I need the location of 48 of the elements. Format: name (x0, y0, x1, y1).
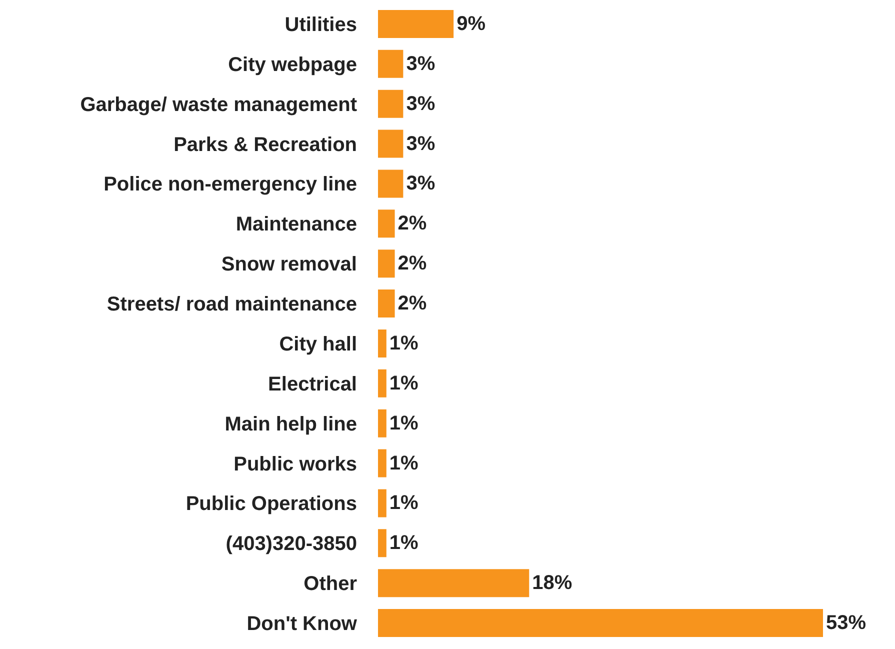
y-tick-label: City webpage (228, 54, 357, 76)
y-tick-label: Utilities (284, 14, 357, 36)
y-tick-label: Snow removal (221, 254, 357, 276)
data-label: 1% (389, 332, 419, 354)
bar (378, 170, 404, 198)
data-label: 1% (389, 532, 419, 554)
y-tick-label: (403)320-3850 (226, 533, 357, 556)
data-label: 1% (389, 492, 419, 514)
bar (378, 609, 823, 638)
data-label: 1% (389, 372, 419, 394)
data-label: 18% (532, 572, 572, 594)
y-tick-label: Public Operations (186, 493, 357, 516)
bar (378, 290, 395, 318)
data-label: 2% (398, 292, 427, 315)
data-label: 3% (406, 172, 436, 195)
y-tick-label: Streets/ road maintenance (106, 294, 357, 316)
y-tick-label: Public works (234, 453, 357, 476)
y-tick-label: Other (304, 573, 358, 596)
data-label: 3% (406, 92, 436, 115)
bar (378, 10, 454, 38)
data-label: 1% (389, 452, 419, 474)
bar (378, 250, 395, 278)
bar (378, 529, 386, 558)
bar (378, 569, 530, 598)
y-tick-label: Don't Know (246, 613, 358, 636)
data-label: 9% (456, 12, 486, 35)
y-tick-label: Police non-emergency line (104, 174, 357, 196)
y-tick-label: Electrical (268, 373, 357, 396)
data-label: 3% (406, 52, 436, 75)
data-label: 2% (398, 252, 427, 275)
y-tick-label: Parks & Recreation (174, 134, 357, 156)
bar (378, 130, 404, 158)
data-label: 2% (398, 212, 427, 235)
data-label: 1% (389, 412, 419, 434)
bar (378, 489, 386, 518)
y-tick-label: Garbage/ waste management (80, 94, 358, 116)
bar (378, 449, 386, 478)
bar (378, 329, 386, 358)
data-label: 3% (406, 132, 436, 155)
y-tick-label: Maintenance (236, 214, 357, 236)
bar (378, 210, 395, 238)
y-tick-label: Main help line (224, 413, 357, 436)
bar (378, 369, 386, 398)
bar (378, 409, 386, 438)
bar (378, 90, 404, 118)
bar (378, 50, 404, 78)
y-tick-label: City hall (279, 333, 357, 356)
data-label: 53% (826, 612, 866, 634)
